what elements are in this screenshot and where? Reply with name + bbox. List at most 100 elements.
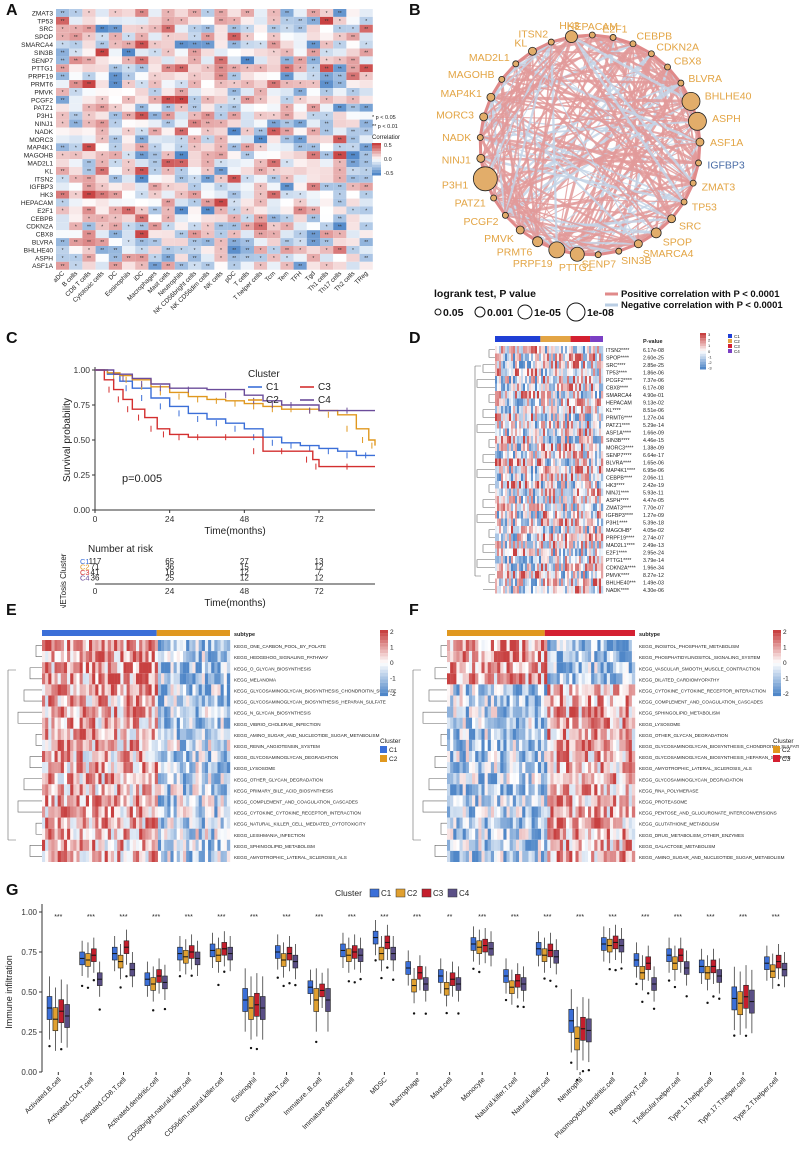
- sig-mark: **: [232, 224, 236, 230]
- expr-cell: [579, 548, 582, 556]
- gsva-cell: [117, 762, 121, 774]
- gsva-cell: [217, 806, 221, 818]
- heatmap-cell: [95, 103, 109, 112]
- expr-cell: [577, 586, 580, 594]
- expr-cell: [541, 421, 544, 429]
- gsva-cell: [120, 784, 124, 796]
- expr-cell: [503, 428, 506, 436]
- expr-cell: [529, 391, 532, 399]
- heatmap-cell: [108, 246, 122, 254]
- heatmap-cell: [56, 88, 70, 96]
- heatmap-cell: [267, 190, 281, 199]
- gsva-cell: [54, 640, 58, 652]
- positive-edge: [531, 51, 539, 242]
- expr-cell: [519, 511, 522, 519]
- gsva-cell: [170, 684, 174, 696]
- expr-cell: [545, 458, 548, 466]
- expr-cell: [517, 488, 520, 496]
- expr-cell: [543, 421, 546, 429]
- gsva-cell: [154, 839, 159, 851]
- gsva-cell: [73, 828, 77, 840]
- gsva-cell: [120, 828, 124, 840]
- expr-cell: [537, 586, 540, 594]
- expr-cell: [501, 383, 504, 391]
- gsva-cell: [101, 773, 105, 785]
- expr-cell: [495, 383, 498, 391]
- heatmap-cell: [69, 40, 83, 49]
- expr-cell: [565, 458, 568, 466]
- gsva-cell: [204, 728, 209, 740]
- heatmap-cell: [188, 24, 202, 33]
- heatmap-cell: [188, 32, 202, 41]
- heatmap-cell: [346, 167, 360, 175]
- legend-swatch: [372, 145, 381, 149]
- gene-label: MORC3****: [606, 446, 633, 452]
- expr-cell: [557, 383, 560, 391]
- expr-cell: [551, 346, 554, 354]
- expr-cell: [513, 413, 516, 421]
- gsva-cell: [117, 640, 121, 652]
- expr-cell: [537, 466, 540, 474]
- expr-cell: [535, 511, 538, 519]
- expr-cell: [535, 466, 538, 474]
- gsva-cell: [217, 717, 221, 729]
- expr-cell: [565, 398, 568, 406]
- gsva-cell: [223, 806, 228, 818]
- expr-cell: [533, 398, 536, 406]
- sig-note: * p < 0.05: [372, 115, 396, 121]
- expr-cell: [537, 413, 540, 421]
- sig-mark: **: [351, 66, 355, 72]
- gsva-cell: [136, 828, 140, 840]
- gsva-cell: [95, 640, 99, 652]
- expr-cell: [593, 503, 596, 511]
- heatmap-cell: [227, 230, 241, 239]
- sig-mark: **: [206, 240, 210, 246]
- expr-cell: [583, 368, 586, 376]
- sig-mark: *: [101, 185, 103, 191]
- expr-cell: [535, 488, 538, 496]
- expr-cell: [529, 353, 532, 361]
- expr-cell: [577, 421, 580, 429]
- sig-mark: *: [128, 66, 130, 72]
- gsva-cell: [117, 795, 121, 807]
- gsva-cell: [92, 806, 96, 818]
- gsva-cell: [148, 662, 152, 674]
- expr-cell: [547, 413, 550, 421]
- gsva-cell: [173, 706, 177, 718]
- expr-cell: [583, 526, 586, 534]
- legend-swatch: [372, 153, 381, 157]
- gsva-cell: [208, 795, 212, 807]
- expr-cell: [547, 406, 550, 414]
- heatmap-cell: [214, 198, 228, 207]
- sig-mark: *: [233, 19, 235, 25]
- expr-cell: [537, 443, 540, 451]
- expr-cell: [555, 518, 558, 526]
- heatmap-cell: [359, 127, 373, 136]
- heatmap-cell: [56, 238, 70, 246]
- cluster-legend-label: C1: [734, 334, 740, 339]
- gsva-cell: [107, 751, 112, 763]
- gene-label: SIN3B****: [606, 438, 630, 444]
- size-legend-label: 1e-08: [587, 307, 614, 319]
- heatmap-cell: [108, 48, 122, 57]
- sig-mark: *: [365, 224, 367, 230]
- expr-cell: [519, 556, 522, 564]
- expr-cell: [495, 398, 498, 406]
- sig-mark: **: [206, 264, 210, 270]
- expr-cell: [553, 526, 556, 534]
- expr-cell: [569, 413, 572, 421]
- expr-cell: [589, 413, 592, 421]
- expr-cell: [581, 466, 584, 474]
- sig-mark: *: [246, 43, 248, 49]
- heatmap-cell: [108, 143, 122, 152]
- expr-cell: [495, 541, 498, 549]
- heatmap-cell: [359, 246, 373, 254]
- gsva-cell: [183, 762, 187, 774]
- heatmap-cell: [227, 261, 241, 270]
- sig-mark: **: [232, 130, 236, 136]
- gsva-cell: [51, 717, 55, 729]
- expr-cell: [539, 458, 542, 466]
- sig-mark: *: [220, 209, 222, 215]
- heatmap-cell: [359, 190, 373, 199]
- expr-cell: [495, 361, 498, 369]
